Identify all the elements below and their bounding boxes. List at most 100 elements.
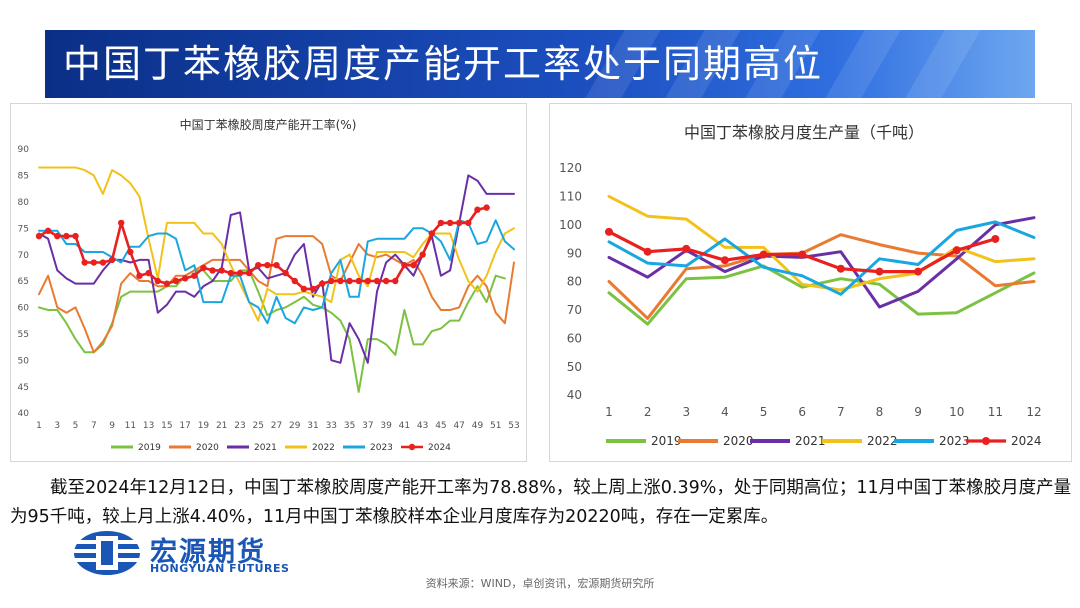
y-tick-label: 75 xyxy=(18,224,29,234)
x-tick-label: 1 xyxy=(605,405,613,419)
legend-label-2021: 2021 xyxy=(254,443,277,453)
x-tick-label: 3 xyxy=(682,405,690,419)
y-tick-label: 45 xyxy=(18,383,29,393)
x-tick-label: 5 xyxy=(760,405,768,419)
y-tick-label: 80 xyxy=(567,275,582,289)
y-tick-label: 70 xyxy=(567,303,582,317)
summary-text: 截至2024年12月12日，中国丁苯橡胶周度产能开工率为78.88%，较上周上涨… xyxy=(10,478,1072,527)
data-point-2024 xyxy=(255,261,262,269)
data-source: 资料来源：WIND，卓创资讯，宏源期货研究所 xyxy=(425,577,655,590)
x-tick-label: 19 xyxy=(198,421,210,431)
y-tick-label: 85 xyxy=(18,172,29,182)
data-point-2024 xyxy=(118,219,125,227)
data-point-2024 xyxy=(419,251,426,258)
x-tick-label: 13 xyxy=(143,421,154,431)
x-tick-label: 4 xyxy=(721,405,729,419)
chart-title: 中国丁苯橡胶月度生产量（千吨） xyxy=(684,123,924,142)
x-tick-label: 2 xyxy=(644,405,652,419)
y-tick-label: 80 xyxy=(18,198,30,208)
company-logo: 宏源期货 HONGYUAN FUTURES xyxy=(72,528,312,578)
y-tick-label: 90 xyxy=(567,246,582,260)
x-tick-label: 15 xyxy=(161,421,172,431)
data-point-2024 xyxy=(437,219,445,227)
x-tick-label: 23 xyxy=(234,421,245,431)
x-tick-label: 53 xyxy=(508,421,519,431)
data-point-2024 xyxy=(191,272,198,279)
data-point-2024 xyxy=(465,219,472,227)
data-point-2024 xyxy=(145,269,152,277)
legend-marker-2024 xyxy=(408,443,416,451)
x-tick-label: 10 xyxy=(949,405,964,419)
data-point-2024 xyxy=(181,275,189,282)
legend-label-2020: 2020 xyxy=(196,443,219,453)
x-tick-label: 43 xyxy=(417,421,428,431)
series-line-2021 xyxy=(38,174,515,364)
x-tick-label: 25 xyxy=(253,421,264,431)
data-point-2024 xyxy=(90,259,98,266)
y-tick-label: 40 xyxy=(18,409,30,419)
data-point-2024 xyxy=(759,250,768,259)
y-tick-label: 110 xyxy=(559,190,582,204)
data-point-2024 xyxy=(373,277,381,285)
y-tick-label: 50 xyxy=(18,356,30,366)
legend-label-2020: 2020 xyxy=(723,434,754,448)
data-point-2024 xyxy=(410,261,417,269)
x-tick-label: 31 xyxy=(307,421,318,431)
x-tick-label: 35 xyxy=(344,421,355,431)
data-point-2024 xyxy=(991,234,1000,243)
data-point-2024 xyxy=(172,277,180,285)
data-point-2024 xyxy=(245,269,253,277)
x-tick-label: 47 xyxy=(453,421,464,431)
data-point-2024 xyxy=(236,269,244,277)
series-line-2020 xyxy=(38,235,515,354)
logo-name-cn: 宏源期货 xyxy=(150,537,266,568)
legend-label-2023: 2023 xyxy=(370,443,393,453)
x-tick-label: 9 xyxy=(914,405,922,419)
x-tick-label: 51 xyxy=(490,421,501,431)
y-tick-label: 90 xyxy=(18,145,30,155)
series-line-2023 xyxy=(607,220,1036,296)
data-point-2024 xyxy=(291,277,298,285)
y-tick-label: 50 xyxy=(567,360,582,374)
x-tick-label: 12 xyxy=(1026,405,1041,419)
y-tick-label: 70 xyxy=(18,251,30,261)
data-point-2024 xyxy=(952,246,961,255)
x-tick-label: 17 xyxy=(179,421,190,431)
data-point-2024 xyxy=(328,277,335,285)
data-point-2024 xyxy=(364,277,372,285)
data-point-2024 xyxy=(836,264,845,273)
data-point-2024 xyxy=(136,272,143,279)
legend-marker-2024 xyxy=(982,437,990,445)
data-point-2024 xyxy=(682,244,691,253)
x-tick-label: 6 xyxy=(798,405,806,419)
x-tick-label: 33 xyxy=(326,421,337,431)
series-line-2023 xyxy=(38,219,515,325)
x-tick-label: 8 xyxy=(876,405,884,419)
y-tick-label: 120 xyxy=(559,161,582,175)
weekly-chart-panel: 中国丁苯橡胶周度产能开工率(%) 40 45 50 55 60 65 70 75 80 85 90 1 3… xyxy=(10,103,527,462)
data-point-2024 xyxy=(209,267,216,274)
legend-label-2023: 2023 xyxy=(939,434,970,448)
data-point-2024 xyxy=(108,256,116,264)
y-tick-label: 40 xyxy=(567,388,582,402)
data-point-2024 xyxy=(346,277,353,285)
data-point-2024 xyxy=(401,261,408,269)
x-tick-label: 7 xyxy=(91,421,97,431)
data-point-2024 xyxy=(355,277,362,285)
x-tick-label: 7 xyxy=(837,405,845,419)
series-line-2021 xyxy=(607,216,1036,309)
data-point-2024 xyxy=(318,280,326,287)
data-point-2024 xyxy=(81,259,88,266)
legend-label-2019: 2019 xyxy=(651,434,682,448)
data-point-2024 xyxy=(798,250,807,259)
data-point-2024 xyxy=(455,219,463,227)
data-point-2024 xyxy=(163,280,171,287)
y-tick-label: 55 xyxy=(18,330,29,340)
data-point-2024 xyxy=(875,267,884,276)
data-point-2024 xyxy=(273,261,280,269)
y-tick-label: 65 xyxy=(18,277,29,287)
x-tick-label: 49 xyxy=(472,421,484,431)
data-point-2024 xyxy=(605,227,613,236)
series-line-2019 xyxy=(607,264,1036,326)
